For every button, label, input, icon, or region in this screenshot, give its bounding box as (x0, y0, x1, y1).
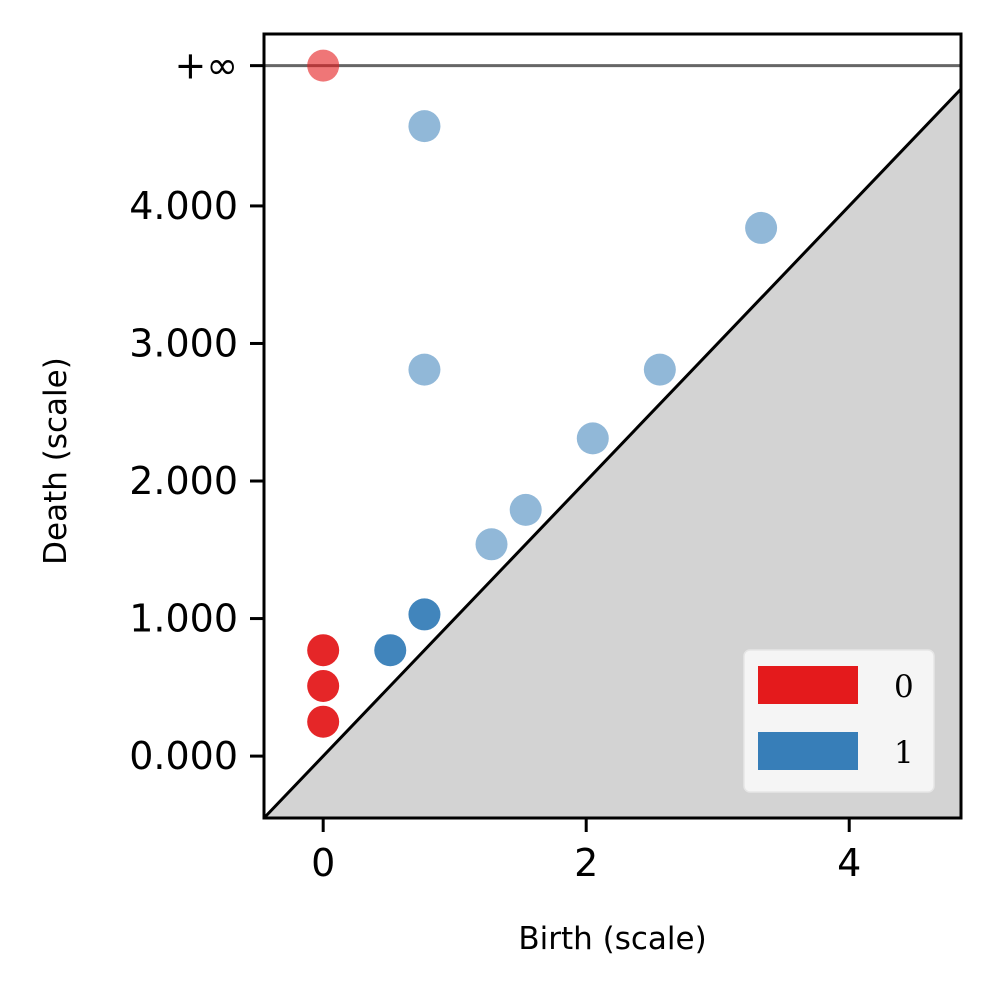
legend-swatch-1 (758, 732, 858, 770)
axes-frame (262, 32, 963, 820)
x-tick-label: 4 (837, 841, 861, 885)
y-tick-label: 0.000 (129, 734, 238, 778)
y-tick-label: 4.000 (129, 184, 238, 228)
series-1-point (576, 422, 609, 455)
series-1-point (475, 528, 508, 561)
series-0-point (307, 669, 340, 702)
diagonal-line (262, 87, 963, 820)
series-1-point (374, 634, 407, 667)
y-axis-title: Death (scale) (38, 357, 74, 565)
series-1-point (408, 353, 441, 386)
series-1-point (408, 110, 441, 143)
series-0-point (307, 634, 340, 667)
legend: 01 (743, 649, 935, 793)
legend-label-1: 1 (894, 735, 914, 771)
series-0-point (307, 705, 340, 738)
legend-label-0: 0 (894, 669, 914, 705)
series-1-point (509, 493, 542, 526)
reference-lines-layer (262, 64, 963, 820)
x-axis-title: Birth (scale) (518, 921, 706, 957)
y-tick-label: 3.000 (129, 321, 238, 365)
series-1-point (745, 211, 778, 244)
series-0-point-infinite (307, 49, 340, 82)
axes-layer: 0.000 1.000 2.000 3.000 4.000 +∞ 0 2 4 (129, 32, 963, 885)
series-1-point (408, 598, 441, 631)
x-tick-label: 0 (311, 841, 335, 885)
points-layer (307, 49, 778, 738)
legend-swatch-0 (758, 666, 858, 704)
y-tick-label-infinity: +∞ (175, 44, 239, 88)
x-tick-label: 2 (574, 841, 598, 885)
y-tick-label: 2.000 (129, 459, 238, 503)
y-tick-label: 1.000 (129, 597, 238, 641)
series-1-point (643, 353, 676, 386)
